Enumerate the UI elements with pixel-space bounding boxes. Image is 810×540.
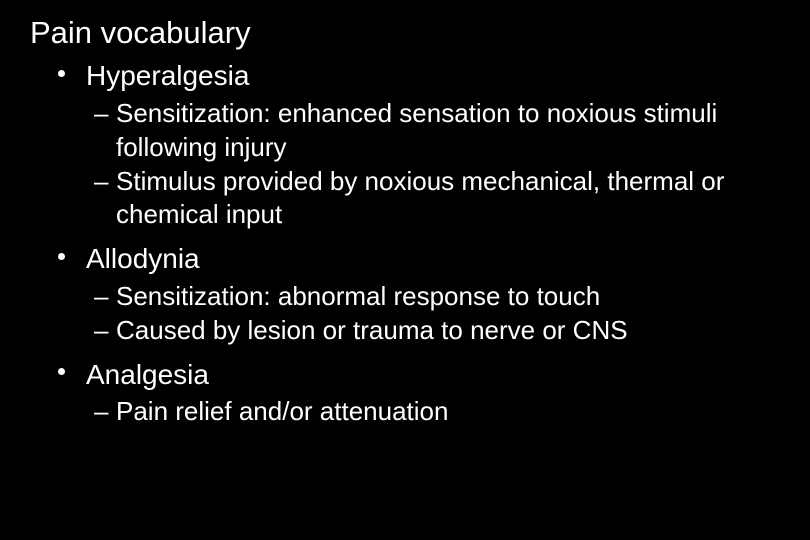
sub-list-item-label: Sensitization: abnormal response to touc… [116, 281, 600, 311]
dash-icon: – [94, 395, 108, 429]
sub-list: – Sensitization: abnormal response to to… [86, 280, 780, 348]
list-item-label: Allodynia [86, 243, 200, 274]
sub-list-item-label: Pain relief and/or attenuation [116, 396, 448, 426]
list-item: Analgesia – Pain relief and/or attenuati… [58, 356, 780, 430]
dash-icon: – [94, 314, 108, 348]
bullet-list: Hyperalgesia – Sensitization: enhanced s… [30, 57, 780, 429]
sub-list-item-label: Stimulus provided by noxious mechanical,… [116, 166, 724, 230]
sub-list-item: – Caused by lesion or trauma to nerve or… [94, 314, 780, 348]
list-item: Allodynia – Sensitization: abnormal resp… [58, 240, 780, 347]
sub-list-item: – Stimulus provided by noxious mechanica… [94, 165, 780, 233]
sub-list-item: – Sensitization: abnormal response to to… [94, 280, 780, 314]
sub-list-item: – Sensitization: enhanced sensation to n… [94, 97, 780, 165]
list-item: Hyperalgesia – Sensitization: enhanced s… [58, 57, 780, 232]
dash-icon: – [94, 97, 108, 131]
bullet-icon [58, 253, 65, 260]
bullet-icon [58, 70, 65, 77]
bullet-icon [58, 368, 65, 375]
dash-icon: – [94, 280, 108, 314]
sub-list-item-label: Caused by lesion or trauma to nerve or C… [116, 315, 628, 345]
sub-list-item-label: Sensitization: enhanced sensation to nox… [116, 98, 717, 162]
dash-icon: – [94, 165, 108, 199]
list-item-label: Analgesia [86, 359, 209, 390]
list-item-label: Hyperalgesia [86, 60, 249, 91]
slide-title: Pain vocabulary [30, 14, 780, 51]
sub-list: – Pain relief and/or attenuation [86, 395, 780, 429]
sub-list: – Sensitization: enhanced sensation to n… [86, 97, 780, 232]
sub-list-item: – Pain relief and/or attenuation [94, 395, 780, 429]
slide: Pain vocabulary Hyperalgesia – Sensitiza… [0, 0, 810, 540]
